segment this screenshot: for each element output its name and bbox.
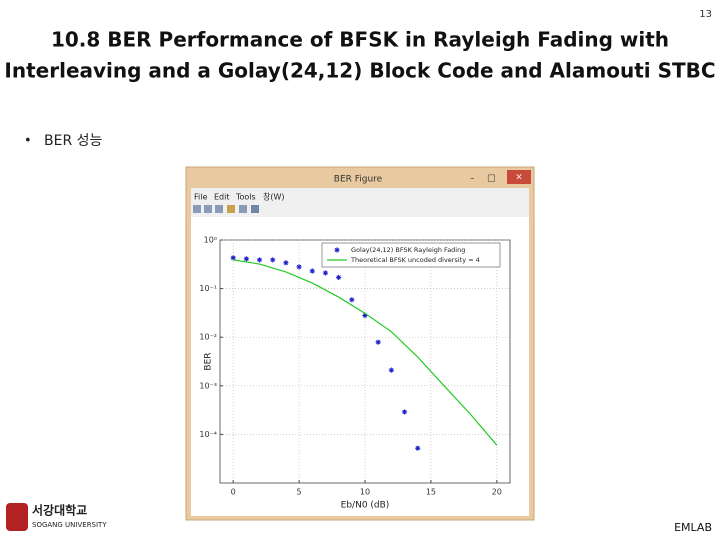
win-close-x: × <box>515 173 523 183</box>
data-point <box>388 367 394 373</box>
x-tick-label: 0 <box>231 488 236 497</box>
page-number: 13 <box>699 9 712 20</box>
tool-icon[interactable] <box>239 205 247 213</box>
bullet-text: BER 성능 <box>44 133 103 149</box>
legend-label: Golay(24,12) BFSK Rayleigh Fading <box>351 246 465 254</box>
legend-box <box>321 242 501 268</box>
x-tick-label: 10 <box>360 488 370 497</box>
logo-emblem <box>6 503 28 531</box>
x-axis-label: Eb/N0 (dB) <box>341 501 390 511</box>
footer: EMLAB <box>674 521 712 534</box>
tool-icon[interactable] <box>193 205 201 213</box>
y-tick-label: 10⁻¹ <box>199 284 217 293</box>
data-point <box>401 409 408 415</box>
x-tick-label: 20 <box>492 488 502 497</box>
data-point <box>309 268 315 274</box>
tool-icon[interactable] <box>215 205 223 213</box>
logo-english: SOGANG UNIVERSITY <box>32 521 107 529</box>
legend-swatch <box>334 247 340 253</box>
data-point <box>230 255 236 261</box>
win-max[interactable]: □ <box>487 174 496 184</box>
data-point <box>375 339 381 345</box>
toolbar <box>193 205 259 213</box>
x-tick-label: 5 <box>297 488 302 497</box>
series-line <box>233 259 498 446</box>
data-point <box>283 260 289 266</box>
bullet-dot: • <box>24 134 32 149</box>
logo-korean: 서강대학교 <box>32 503 87 518</box>
data-point <box>336 274 342 280</box>
tool-icon[interactable] <box>227 205 235 213</box>
win-min[interactable]: – <box>470 174 475 184</box>
y-tick-label: 10⁻³ <box>199 381 217 390</box>
menu-item[interactable]: Tools <box>235 193 256 202</box>
data-point <box>322 270 329 276</box>
legend-label: Theoretical BFSK uncoded diversity = 4 <box>350 256 480 264</box>
title-line: Interleaving and a Golay(24,12) Block Co… <box>4 59 715 83</box>
tool-icon[interactable] <box>204 205 212 213</box>
y-tick-label: 10⁻² <box>199 333 217 342</box>
window-title: BER Figure <box>334 175 383 185</box>
plot: 0 5 10 15 20 10⁰ 10⁻¹ 10⁻² 10⁻³ 10⁻⁴ Eb/N0 (dB) BER… <box>199 236 511 511</box>
data-point <box>256 257 263 263</box>
data-point <box>296 264 302 270</box>
menu-item[interactable]: File <box>194 193 207 202</box>
axes-box <box>219 239 511 484</box>
win-close[interactable] <box>507 170 531 184</box>
data-point <box>349 297 355 303</box>
y-axis-label: BER <box>204 352 214 370</box>
tool-icon[interactable] <box>251 205 259 213</box>
data-point <box>270 257 276 263</box>
data-point <box>362 312 368 319</box>
data-point <box>243 256 249 262</box>
data-point <box>415 445 421 451</box>
title-line: 10.8 BER Performance of BFSK in Rayleigh… <box>51 28 669 52</box>
x-tick-label: 15 <box>426 488 436 497</box>
menu-item[interactable]: Edit <box>214 193 230 202</box>
menu-item[interactable]: 창(W) <box>263 193 285 202</box>
y-tick-label: 10⁰ <box>204 236 217 245</box>
y-tick-label: 10⁻⁴ <box>199 430 217 439</box>
